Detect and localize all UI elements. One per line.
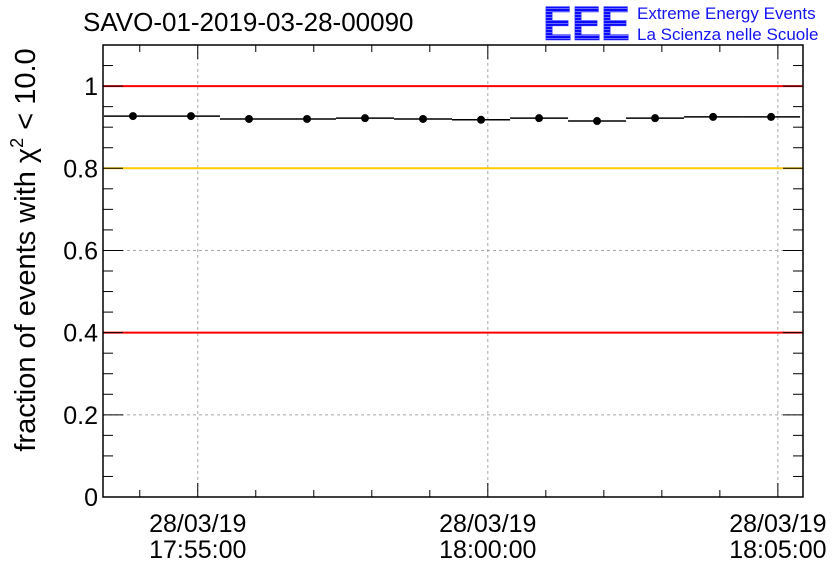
y-tick-label: 0.8 xyxy=(63,155,98,183)
y-tick-label: 0.6 xyxy=(63,237,98,265)
x-tick-date-label: 28/03/19 xyxy=(729,510,826,538)
data-point xyxy=(303,114,312,123)
data-point xyxy=(128,112,137,121)
y-tick-label: 0.4 xyxy=(63,320,98,348)
y-tick-label: 0 xyxy=(84,484,98,512)
data-point xyxy=(651,114,660,123)
tick-labels: 00.20.40.60.8128/03/1917:55:0028/03/1918… xyxy=(63,73,826,564)
data-point xyxy=(709,112,718,121)
data-series xyxy=(103,112,801,126)
data-point xyxy=(593,117,602,126)
y-axis-label-tail: < 10.0 xyxy=(10,48,42,138)
y-tick-label: 0.2 xyxy=(63,402,98,430)
x-tick-time-label: 17:55:00 xyxy=(149,536,246,564)
y-axis-label-text: fraction of events with xyxy=(10,163,42,452)
data-point xyxy=(535,114,544,123)
threshold-lines xyxy=(103,85,803,334)
y-tick-label: 1 xyxy=(84,73,98,101)
logo-line-2: La Scienza nelle Scuole xyxy=(637,25,818,44)
data-point xyxy=(477,115,486,124)
data-point xyxy=(419,114,428,123)
x-tick-time-label: 18:00:00 xyxy=(439,536,536,564)
y-axis-label-superscript: 2 xyxy=(7,138,27,148)
x-tick-date-label: 28/03/19 xyxy=(439,510,536,538)
x-tick-time-label: 18:05:00 xyxy=(729,536,826,564)
data-point xyxy=(767,112,776,121)
eee-logo-mark: EEE xyxy=(543,0,630,51)
axis-ticks xyxy=(103,45,803,497)
data-point xyxy=(186,112,195,121)
data-point xyxy=(244,114,253,123)
eee-logo: EEE Extreme Energy Events La Scienza nel… xyxy=(543,0,819,51)
x-tick-date-label: 28/03/19 xyxy=(149,510,246,538)
y-axis-label-symbol: χ xyxy=(10,148,42,163)
chart-title: SAVO-01-2019-03-28-00090 xyxy=(83,7,414,37)
logo-line-1: Extreme Energy Events xyxy=(637,4,816,23)
y-axis-label: fraction of events with χ2 < 10.0 xyxy=(7,48,42,451)
data-point xyxy=(361,114,370,123)
